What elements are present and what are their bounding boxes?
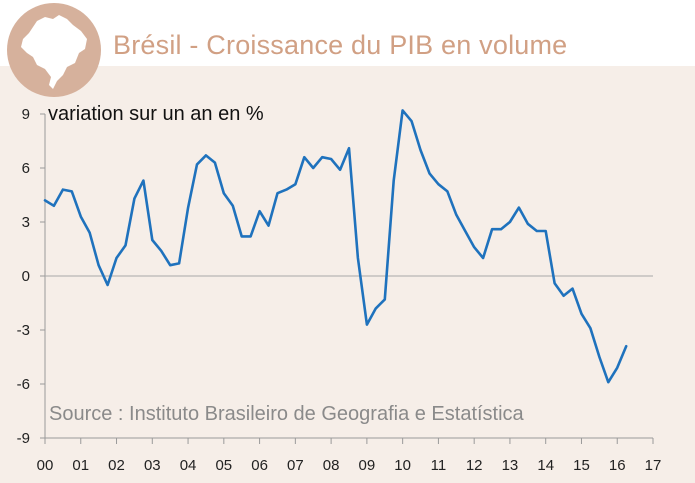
x-tick-label: 16 bbox=[609, 457, 626, 474]
header bbox=[0, 0, 695, 66]
y-tick-label: -9 bbox=[17, 430, 30, 447]
brazil-map-icon bbox=[21, 15, 87, 89]
y-tick-label: -6 bbox=[17, 376, 30, 393]
x-tick-label: 04 bbox=[180, 457, 197, 474]
x-tick-label: 13 bbox=[502, 457, 519, 474]
x-tick-label: 10 bbox=[394, 457, 411, 474]
y-tick-label: 0 bbox=[22, 268, 30, 285]
x-tick-label: 15 bbox=[573, 457, 590, 474]
y-tick-label: 9 bbox=[22, 106, 30, 123]
plot-panel bbox=[0, 66, 695, 483]
chart-title: Brésil - Croissance du PIB en volume bbox=[113, 30, 568, 60]
x-tick-label: 09 bbox=[359, 457, 376, 474]
x-tick-label: 14 bbox=[537, 457, 554, 474]
x-tick-label: 11 bbox=[431, 457, 447, 474]
brazil-badge bbox=[7, 3, 101, 97]
y-tick-label: -3 bbox=[17, 322, 30, 339]
x-tick-label: 12 bbox=[466, 457, 483, 474]
x-tick-label: 02 bbox=[108, 457, 125, 474]
chart-subtitle: variation sur un an en % bbox=[48, 103, 264, 125]
y-tick-label: 6 bbox=[22, 160, 30, 177]
y-tick-label: 3 bbox=[22, 214, 30, 231]
x-tick-label: 08 bbox=[323, 457, 340, 474]
x-tick-label: 03 bbox=[144, 457, 161, 474]
x-tick-label: 06 bbox=[251, 457, 268, 474]
x-tick-label: 00 bbox=[37, 457, 54, 474]
gdp-growth-series-line bbox=[43, 109, 628, 384]
x-tick-label: 05 bbox=[215, 457, 232, 474]
source-annotation: Source : Instituto Brasileiro de Geograf… bbox=[49, 403, 524, 425]
x-tick-label: 17 bbox=[645, 457, 662, 474]
x-tick-label: 01 bbox=[72, 457, 89, 474]
x-tick-label: 07 bbox=[287, 457, 304, 474]
